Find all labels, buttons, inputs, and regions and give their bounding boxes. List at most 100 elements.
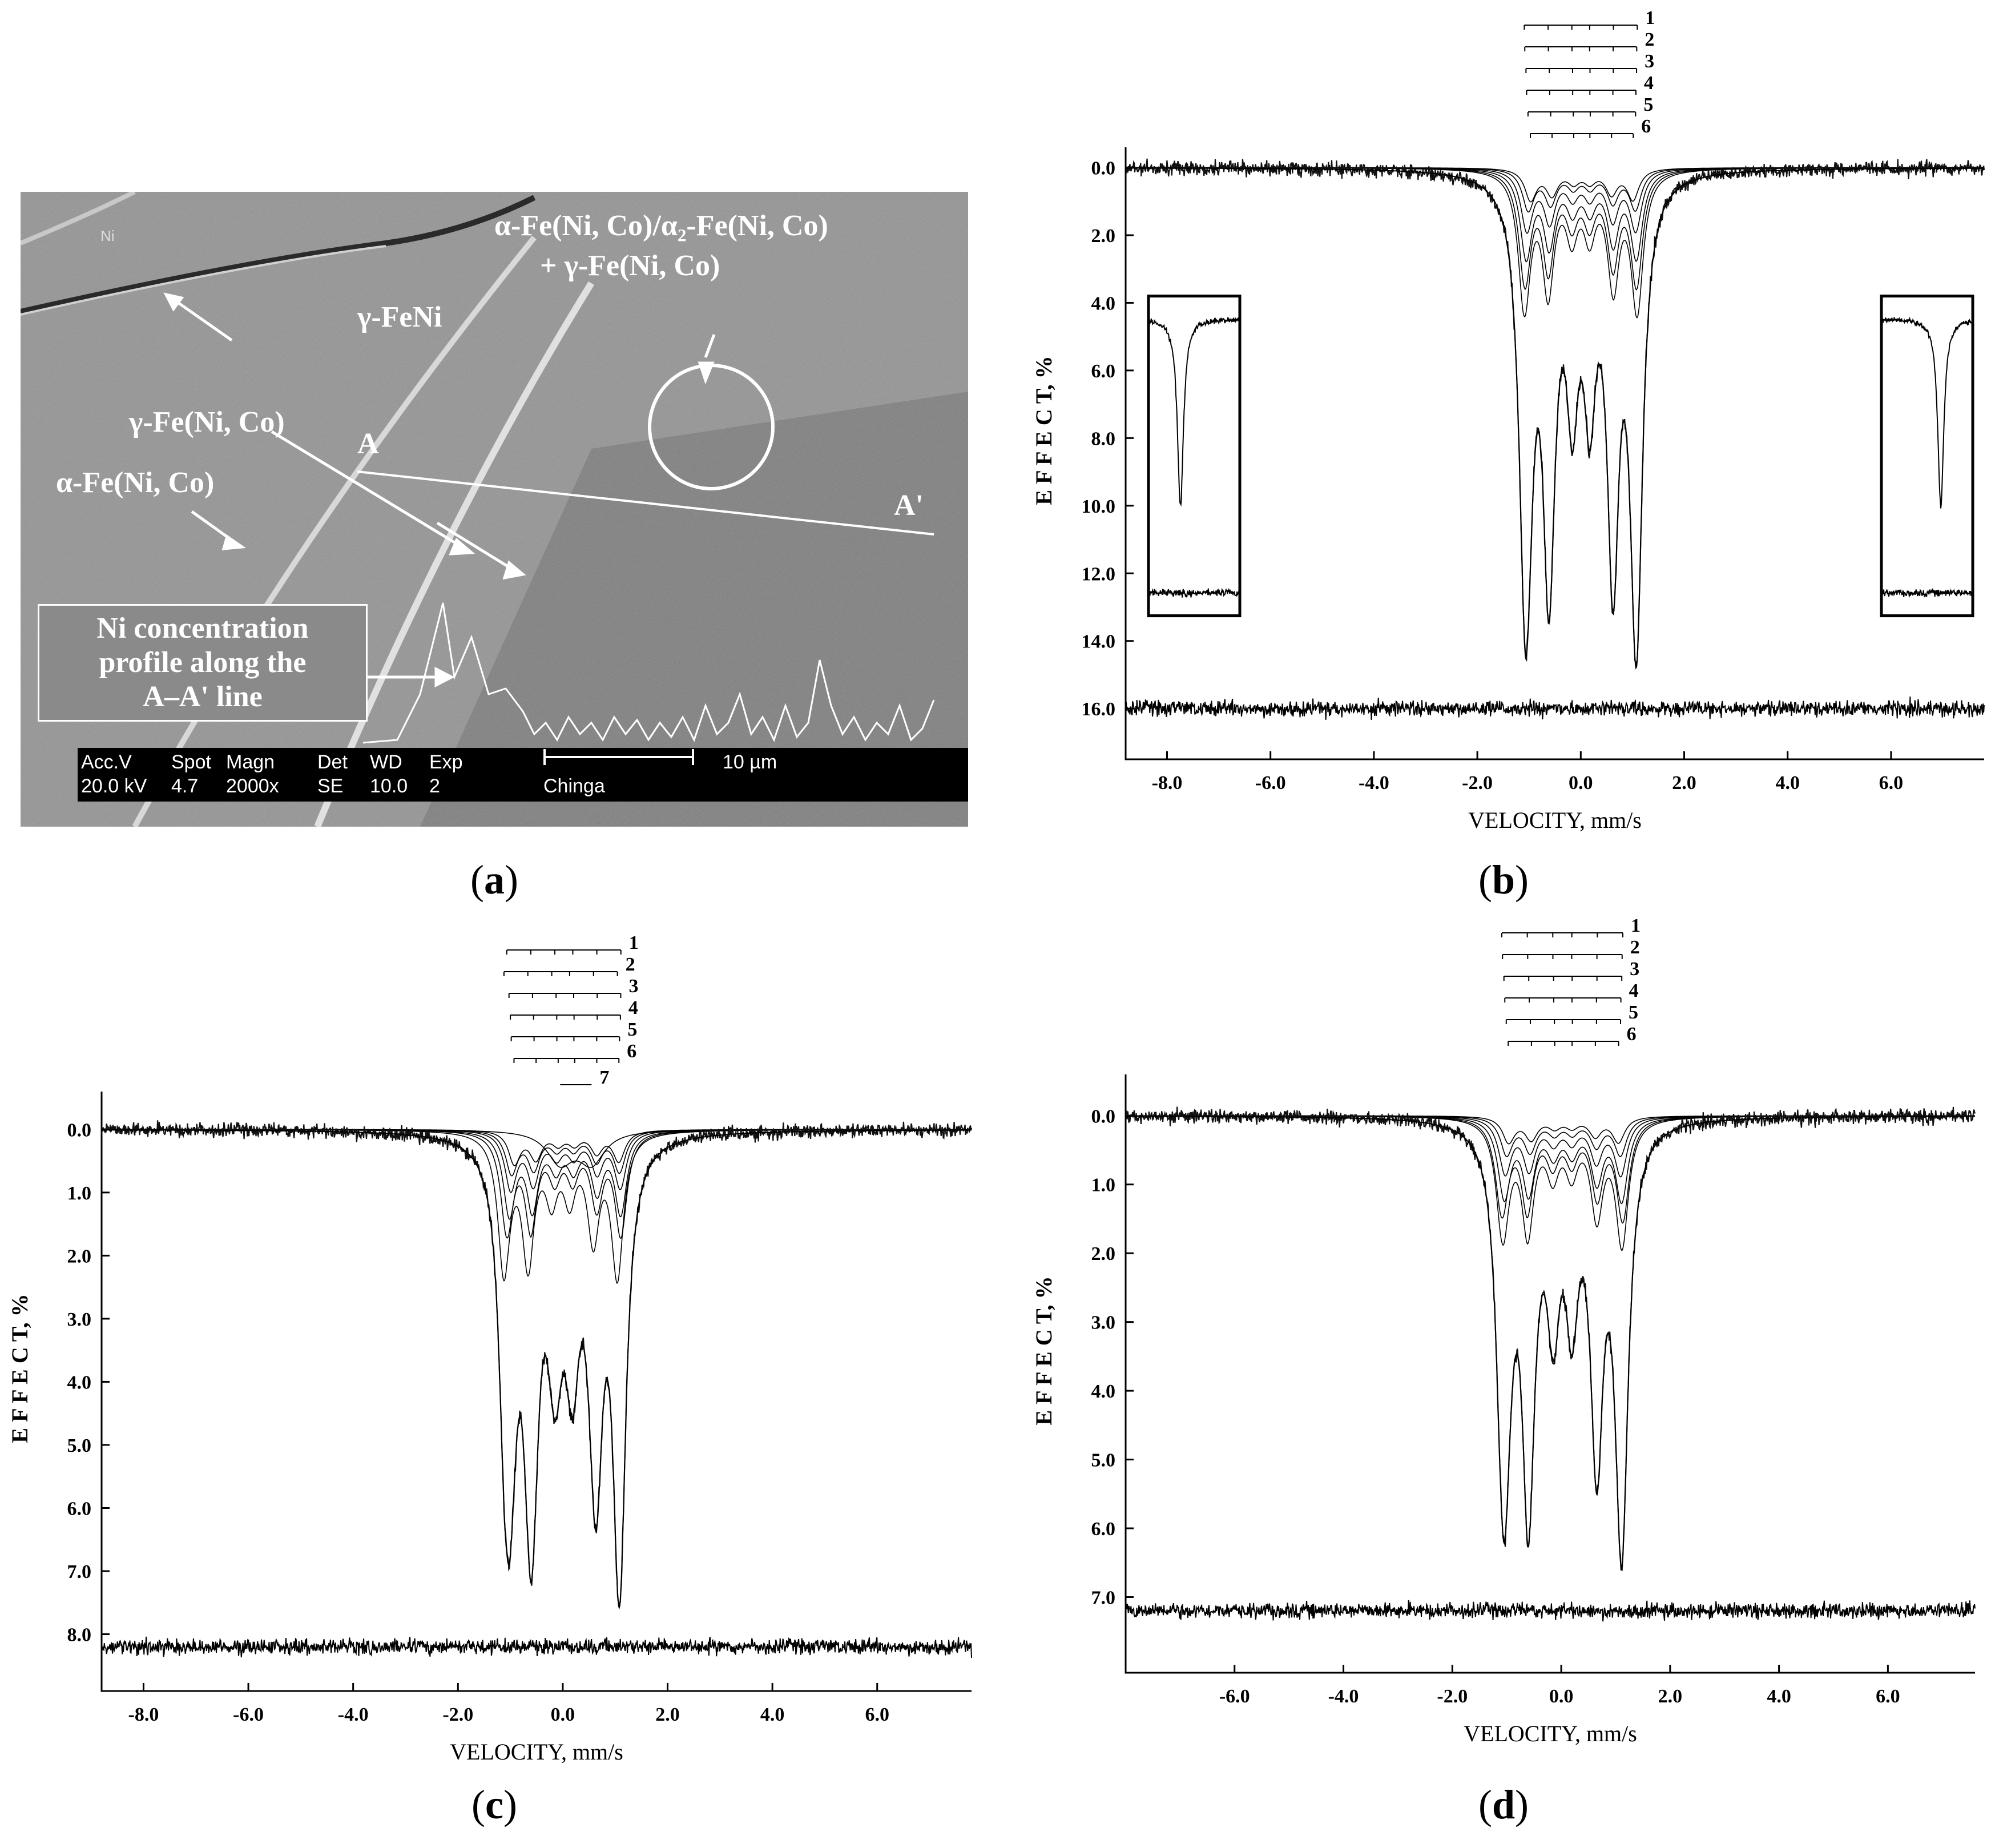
x-tick-label: 6.0 [1876, 1686, 1900, 1707]
subspectra-group [102, 1129, 972, 1284]
subspectrum-1 [1126, 1115, 1975, 1224]
y-tick-label: 5.0 [1091, 1450, 1116, 1471]
x-axis-label: VELOCITY, mm/s [450, 1739, 623, 1765]
x-tick-label: 4.0 [760, 1704, 785, 1725]
panel-label-d: (d) [1478, 1782, 1529, 1827]
subspectrum-5 [102, 1129, 972, 1177]
annotation-arrows [163, 292, 716, 688]
scale-bar-right-tick [692, 749, 694, 765]
x-tick-label: 0.0 [1569, 772, 1593, 794]
y-tick-label: 6.0 [67, 1498, 92, 1519]
subspectrum-5 [1126, 167, 1984, 213]
stick-diagram-label-6: 6 [627, 1041, 636, 1062]
x-tick-label: -4.0 [1328, 1686, 1359, 1707]
subspectrum-2 [102, 1129, 972, 1284]
x-tick-label: 2.0 [1672, 772, 1696, 794]
sem-info-bar: Acc.V 20.0 kV Spot 4.7 Magn 2000x Det SE WD 1… [78, 748, 968, 802]
stick-diagram-label-7: 7 [599, 1067, 609, 1088]
y-tick-label: 7.0 [67, 1561, 92, 1583]
mossbauer-chart-c: 0.0 1.0 2.0 3.0 4.0 5.0 6.0 7.0 8.0 -8.0 -6.0 -4.0 -… [0, 925, 993, 1770]
stick-diagram-label-1: 1 [1645, 7, 1655, 29]
sem-texture [21, 192, 968, 827]
y-tick-label: 16.0 [1082, 699, 1116, 720]
y-tick-label: 5.0 [67, 1435, 92, 1456]
ni-profile-callout-line3: A–A' line [143, 681, 263, 713]
point-a-prime-label: A' [894, 489, 924, 522]
x-tick-label: -6.0 [1255, 772, 1286, 794]
scale-bar-left-tick [543, 749, 546, 765]
inset-left [1147, 295, 1242, 618]
stick-diagram-label-5: 5 [1643, 94, 1653, 115]
mossbauer-chart-b: 0.0 2.0 4.0 6.0 8.0 10.0 12.0 14.0 16.0 -8.0 -6.0-… [1016, 0, 1995, 851]
y-tick-label: 4.0 [67, 1372, 92, 1393]
x-tick-label: 4.0 [1775, 772, 1800, 794]
stick-diagram-label-6: 6 [1641, 116, 1651, 137]
gamma-feni-co-label: γ-Fe(Ni, Co) [129, 406, 285, 438]
subspectrum-4 [1126, 167, 1984, 234]
x-tick-label: -8.0 [128, 1704, 159, 1725]
panel-label-b: (b) [1478, 857, 1529, 903]
y-tick-label: 14.0 [1082, 631, 1116, 653]
experimental-spectrum [100, 1120, 973, 1606]
alpha2-phase-label-line2: + γ-Fe(Ni, Co) [540, 249, 720, 282]
panel-label-a: (a) [470, 857, 518, 903]
subspectrum-4 [102, 1129, 972, 1193]
axis-frame [1125, 147, 1984, 760]
databar-magn: Magn 2000x [226, 751, 279, 797]
gamma-feni-label: γ-FeNi [357, 301, 442, 333]
stick-diagram-label-6: 6 [1627, 1024, 1637, 1045]
y-tick-label: 6.0 [1091, 1519, 1116, 1540]
databar-spot: Spot 4.7 [171, 751, 211, 797]
stick-diagram-label-1: 1 [629, 932, 639, 953]
y-tick-label: 12.0 [1082, 563, 1116, 585]
x-tick-label: -4.0 [1359, 772, 1389, 794]
y-tick-label: 7.0 [1091, 1587, 1116, 1608]
scale-bar [543, 756, 694, 758]
databar-accv: Acc.V 20.0 kV [81, 751, 147, 797]
inset-residual [1148, 587, 1240, 598]
chart-svg-c: 0.0 1.0 2.0 3.0 4.0 5.0 6.0 7.0 8.0 -8.0 -6.0 -4.0 -… [7, 932, 973, 1765]
y-tick-label: 2.0 [1091, 1243, 1116, 1265]
y-tick-label: 1.0 [67, 1183, 92, 1204]
databar-wd: WD 10.0 [370, 751, 408, 797]
line-a-a-prime [357, 470, 934, 536]
subspectrum-4 [1126, 1115, 1975, 1178]
ni-small-label: Ni [100, 227, 115, 244]
stick-diagram-label-3: 3 [628, 976, 638, 997]
subspectrum-5 [1126, 1115, 1975, 1158]
x-tick-label: 6.0 [865, 1704, 889, 1725]
y-tick-label: 8.0 [1091, 428, 1116, 449]
y-tick-label: 0.0 [1091, 1106, 1116, 1127]
y-tick-label: 10.0 [1082, 496, 1116, 517]
databar-exp: Exp 2 [429, 751, 463, 797]
y-tick-label: 3.0 [1091, 1312, 1116, 1334]
x-axis-label: VELOCITY, mm/s [1468, 807, 1642, 833]
stick-diagram-label-5: 5 [627, 1019, 637, 1040]
x-tick-label: -2.0 [1462, 772, 1493, 794]
ni-profile-callout: Ni concentration profile along the A–A' … [38, 604, 368, 722]
fitted-envelope [102, 1129, 972, 1610]
subspectrum-2 [1126, 1115, 1975, 1251]
stick-diagram-label-5: 5 [1629, 1002, 1638, 1023]
residual-curve [101, 1636, 972, 1658]
axis-frame [1125, 1074, 1975, 1674]
y-tick-label: 0.0 [1091, 158, 1116, 179]
operator-label: Chinga [543, 775, 605, 797]
axis-frame [100, 1092, 972, 1692]
y-tick-label: 1.0 [1091, 1175, 1116, 1196]
subspectra-group [1126, 1115, 1975, 1251]
x-tick-label: 0.0 [1549, 1686, 1574, 1707]
alpha2-phase-label: α-Fe(Ni, Co)/α₂-Fe(Ni, Co) [494, 210, 828, 242]
y-axis-label: E F F E C T, % [1031, 356, 1057, 505]
stick-diagram-label-3: 3 [1630, 959, 1639, 980]
x-tick-label: 6.0 [1879, 772, 1904, 794]
x-tick-label: 0.0 [551, 1704, 575, 1725]
experimental-spectrum [1125, 1106, 1976, 1571]
point-a-label: A [357, 428, 379, 460]
stick-diagram-label-2: 2 [626, 954, 635, 975]
chart-svg-b: 0.02.04.06.08.010.012.014.016.0-8.0 -6.0-… [1031, 7, 1985, 833]
y-tick-label: 4.0 [1091, 293, 1116, 314]
alpha-feni-co-label: α-Fe(Ni, Co) [56, 466, 215, 499]
subspectrum-1 [102, 1129, 972, 1239]
chart-svg-d: 0.0 1.0 2.0 3.0 4.0 5.0 6.0 7.0 -6.0 -4.0 -2.0 0.0 2… [1031, 915, 1976, 1746]
